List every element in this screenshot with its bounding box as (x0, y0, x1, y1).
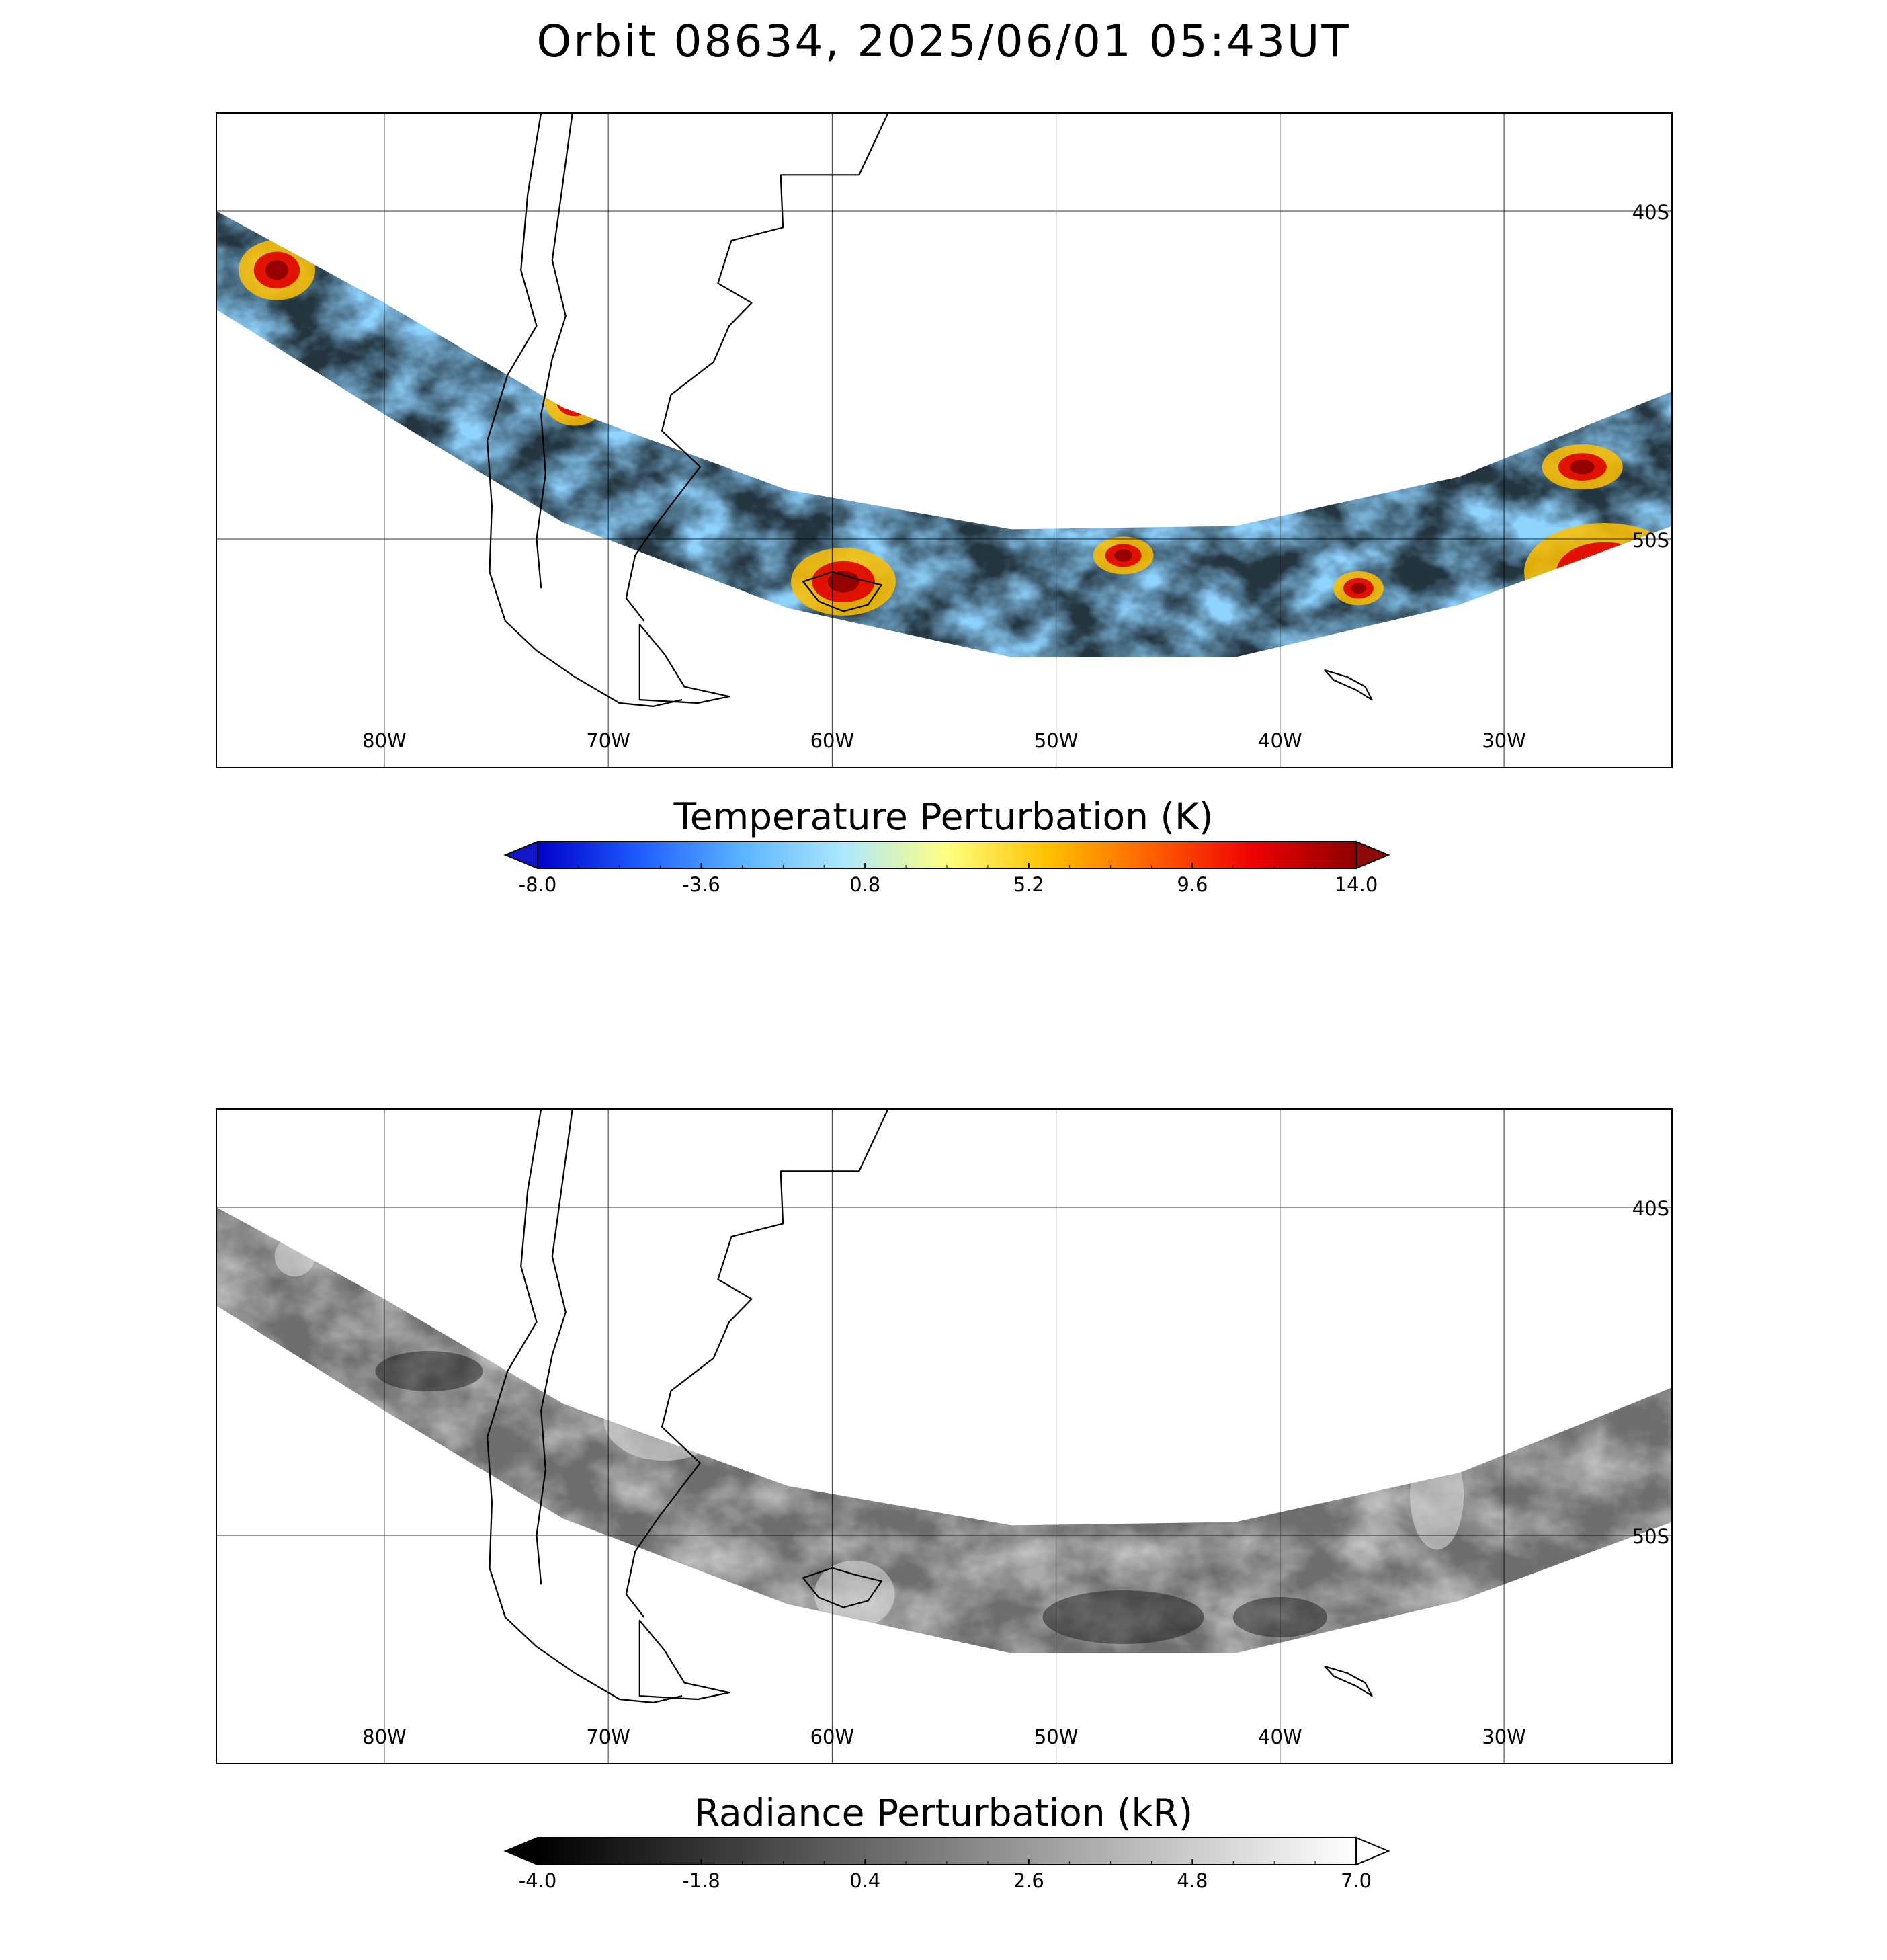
chile-coastline (487, 1109, 683, 1703)
lat-tick-label: 50S (1632, 1525, 1669, 1548)
temperature-colorbar-title: Temperature Perturbation (K) (673, 795, 1213, 838)
lon-tick-label: 30W (1482, 1725, 1526, 1748)
lat-tick-label: 40S (1632, 201, 1669, 224)
hot-center (565, 393, 584, 409)
colorbar-tick-label: 9.6 (1177, 873, 1208, 896)
tierra-del-fuego-coastline (638, 1619, 730, 1701)
temperature-map-panel: 80W 70W 60W 50W 40W 30W 40S 50S (216, 112, 1673, 768)
hot-center (361, 434, 386, 448)
chile-coastline (487, 113, 683, 707)
colorbar-tick-label: 2.6 (1013, 1869, 1044, 1892)
lon-tick-label: 40W (1258, 729, 1302, 752)
colorbar-tick-label: -3.6 (682, 873, 720, 896)
colorbar-under-arrow (503, 1836, 538, 1866)
lon-tick-label: 50W (1034, 1725, 1079, 1748)
hot-center (265, 260, 289, 280)
south-georgia-coastline (1324, 1666, 1373, 1697)
south-georgia-coastline (1324, 669, 1373, 701)
dark-region (1042, 1590, 1204, 1644)
bright-region (814, 1560, 895, 1628)
argentina-coastline (625, 113, 889, 622)
colorbar-over-arrow (1355, 840, 1390, 870)
lon-tick-label: 60W (810, 1725, 855, 1748)
falkland-islands-coastline (802, 571, 882, 612)
colorbar-tick-label: 14.0 (1335, 873, 1378, 896)
colorbar-tick-label: 5.2 (1013, 873, 1044, 896)
chile-inland-coastline (536, 1109, 573, 1585)
warm-region (333, 419, 414, 462)
tierra-del-fuego-coastline (638, 623, 730, 704)
hot-center (1114, 549, 1133, 562)
radiance-colorbar: Radiance Perturbation (kR) -4.0 -1.8 0.4 2.… (503, 1791, 1390, 1892)
radiance-map-panel: 80W 70W 60W 50W 40W 30W 40S 50S (216, 1108, 1673, 1764)
lon-tick-label: 40W (1258, 1725, 1302, 1748)
map-frame (216, 1108, 1673, 1764)
colorbar-tick-label: 4.8 (1177, 1869, 1208, 1892)
lon-tick-label: 50W (1034, 729, 1079, 752)
lon-tick-label: 80W (362, 1725, 407, 1748)
colorbar-tick-label: -1.8 (682, 1869, 720, 1892)
falkland-islands-coastline (802, 1567, 882, 1608)
colorbar-tick-label: -4.0 (519, 1869, 557, 1892)
warm-region (544, 376, 605, 426)
bright-region (1410, 1442, 1464, 1550)
lon-tick-label: 30W (1482, 729, 1526, 752)
hot-center (827, 571, 859, 593)
dark-region (375, 1351, 483, 1391)
bright-region (274, 1236, 315, 1277)
colorbar-tick-label: 0.4 (849, 1869, 880, 1892)
colorbar-ramp (537, 841, 1357, 869)
hot-center (1570, 459, 1595, 475)
hot-core (556, 386, 593, 417)
temperature-colorbar: Temperature Perturbation (K) -8.0 -3.6 0.8… (503, 795, 1390, 896)
lon-tick-label: 80W (362, 729, 407, 752)
lat-tick-label: 40S (1632, 1197, 1669, 1220)
lon-tick-label: 70W (586, 1725, 630, 1748)
radiance-colorbar-title: Radiance Perturbation (kR) (694, 1791, 1193, 1834)
colorbar-tick-label: 7.0 (1341, 1869, 1372, 1892)
argentina-coastline (625, 1109, 889, 1618)
colorbar-tick-label: -8.0 (519, 873, 557, 896)
hot-center (1581, 556, 1630, 588)
map-frame (216, 112, 1673, 768)
lat-tick-label: 50S (1632, 529, 1669, 552)
colorbar-tick-label: 0.8 (849, 873, 880, 896)
hot-center (1351, 583, 1366, 594)
hot-core (349, 427, 398, 454)
figure-title: Orbit 08634, 2025/06/01 05:43UT (536, 15, 1350, 67)
chile-inland-coastline (536, 113, 573, 589)
colorbar-under-arrow (503, 840, 538, 870)
colorbar-ramp (537, 1837, 1357, 1865)
colorbar-over-arrow (1355, 1836, 1390, 1866)
lon-tick-label: 70W (586, 729, 630, 752)
lon-tick-label: 60W (810, 729, 855, 752)
